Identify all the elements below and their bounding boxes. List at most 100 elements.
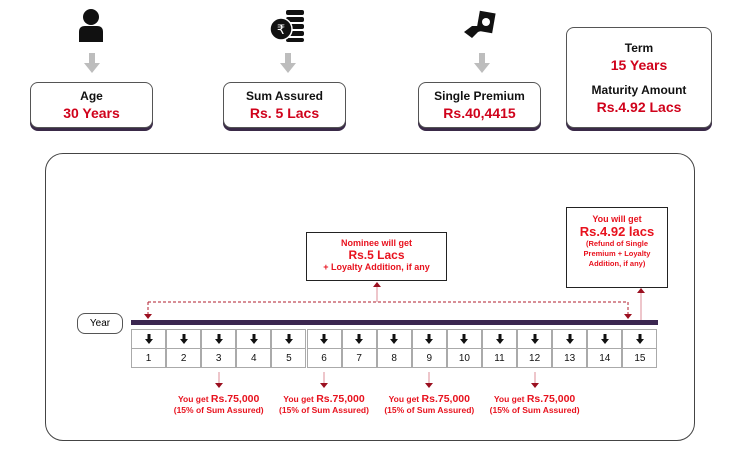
payout-label: You get Rs.75,000 (15% of Sum Assured) — [164, 394, 274, 416]
black-down-arrow-icon — [390, 334, 399, 344]
year-number-cell: 11 — [482, 348, 517, 368]
year-arrow-cell — [411, 329, 447, 349]
payout-amount: Rs.75,000 — [526, 393, 576, 405]
black-down-arrow-icon — [249, 334, 258, 344]
black-down-arrow-icon — [530, 334, 539, 344]
year-number-cell: 1 — [131, 348, 166, 368]
year-label-pill: Year — [77, 313, 123, 334]
year-number-cell: 9 — [411, 348, 447, 368]
payout-label: You get Rs.75,000 (15% of Sum Assured) — [374, 394, 484, 416]
payout-prefix: You get — [388, 394, 420, 404]
single-premium-label: Single Premium — [434, 89, 525, 103]
black-down-arrow-icon — [320, 334, 328, 344]
year-arrow-cell — [482, 329, 517, 349]
year-number-cell: 15 — [622, 348, 658, 368]
payout-amount: Rs.75,000 — [316, 393, 365, 405]
year-number-cell: 14 — [587, 348, 623, 368]
year-arrow-cell — [517, 329, 553, 349]
payout-prefix: You get — [177, 394, 209, 404]
year-number-cell: 5 — [271, 348, 307, 368]
arrow-head-icon — [144, 314, 152, 319]
nominee-line1: Nominee will get — [340, 238, 412, 248]
year-arrow-cell — [341, 329, 377, 349]
person-icon — [79, 9, 103, 42]
year-arrow-cell — [306, 329, 342, 349]
maturity-value: Rs.4.92 Lacs — [596, 98, 682, 115]
year-arrow-cell — [622, 329, 658, 349]
black-down-arrow-icon — [495, 334, 504, 344]
year-arrow-cell — [552, 329, 588, 349]
nominee-line3: + Loyalty Addition, if any — [323, 262, 430, 272]
svg-text:₹: ₹ — [277, 23, 285, 38]
payout-note: (15% of Sum Assured) — [173, 405, 264, 415]
black-down-arrow-icon — [179, 334, 188, 344]
arrow-head-icon — [624, 314, 632, 319]
down-arrow-icon — [474, 53, 490, 73]
payout-note: (15% of Sum Assured) — [384, 405, 475, 415]
timeline-bar — [131, 320, 658, 325]
black-down-arrow-icon — [635, 334, 644, 344]
payout-note: (15% of Sum Assured) — [489, 405, 580, 415]
year-number-cell: 13 — [552, 348, 588, 368]
year-number-cell: 7 — [341, 348, 377, 368]
black-down-arrow-icon — [425, 334, 434, 344]
payout-note: (15% of Sum Assured) — [279, 405, 369, 415]
maturity-label: Maturity Amount — [591, 82, 687, 97]
term-card: Term 15 Years Maturity Amount Rs.4.92 La… — [566, 27, 712, 128]
sum-assured-value: Rs. 5 Lacs — [249, 105, 320, 121]
payout-label: You get Rs.75,000 (15% of Sum Assured) — [269, 394, 379, 416]
black-down-arrow-icon — [565, 334, 574, 344]
rupee-coins-icon: ₹ — [269, 10, 304, 42]
payout-label: You get Rs.75,000 (15% of Sum Assured) — [480, 394, 590, 416]
year-arrow-cell — [271, 329, 307, 349]
black-down-arrow-icon — [600, 334, 609, 344]
age-label: Age — [80, 89, 103, 103]
age-value: 30 Years — [63, 105, 120, 121]
nominee-line2: Rs.5 Lacs — [348, 248, 405, 262]
year-number-cell: 4 — [236, 348, 272, 368]
black-down-arrow-icon — [355, 334, 364, 344]
black-down-arrow-icon — [460, 334, 469, 344]
year-number-cell: 6 — [306, 348, 342, 368]
sum-assured-card: Sum Assured Rs. 5 Lacs — [223, 82, 346, 128]
sum-assured-label: Sum Assured — [246, 89, 323, 103]
maturity-line2: Rs.4.92 lacs — [579, 224, 655, 239]
year-arrow-cell — [446, 329, 482, 349]
payout-prefix: You get — [493, 394, 525, 404]
year-number-cell: 8 — [376, 348, 412, 368]
black-down-arrow-icon — [284, 334, 293, 344]
timeline-panel — [45, 153, 695, 441]
year-number-cell: 2 — [166, 348, 202, 368]
black-down-arrow-icon — [144, 334, 153, 344]
year-arrow-cell — [201, 329, 237, 349]
year-number-cell: 12 — [517, 348, 553, 368]
payout-amount: Rs.75,000 — [421, 393, 470, 405]
year-arrow-cell — [376, 329, 412, 349]
down-arrow-icon — [280, 53, 296, 73]
age-card: Age 30 Years — [30, 82, 153, 128]
year-arrow-cell — [131, 329, 166, 349]
arrow-head-icon — [637, 288, 645, 293]
payout-arrow-icon — [214, 372, 223, 388]
year-number-cell: 3 — [201, 348, 237, 368]
payout-arrow-icon — [530, 372, 539, 388]
maturity-line3: (Refund of Single Premium + Loyalty Addi… — [583, 239, 651, 268]
hand-cash-icon — [464, 10, 496, 38]
payout-prefix: You get — [283, 394, 314, 404]
maturity-line1: You will get — [592, 214, 642, 224]
year-arrow-cell — [236, 329, 272, 349]
payout-arrow-icon — [320, 372, 328, 388]
payout-arrow-icon — [425, 372, 434, 388]
down-arrow-icon — [84, 53, 100, 73]
arrow-head-icon — [373, 282, 381, 287]
single-premium-card: Single Premium Rs.40,4415 — [418, 82, 541, 128]
single-premium-value: Rs.40,4415 — [443, 105, 516, 121]
term-value: 15 Years — [610, 56, 668, 73]
payout-amount: Rs.75,000 — [210, 393, 260, 405]
black-down-arrow-icon — [214, 334, 223, 344]
year-number-cell: 10 — [446, 348, 482, 368]
term-label: Term — [624, 40, 654, 55]
year-arrow-cell — [166, 329, 202, 349]
year-arrow-cell — [587, 329, 623, 349]
